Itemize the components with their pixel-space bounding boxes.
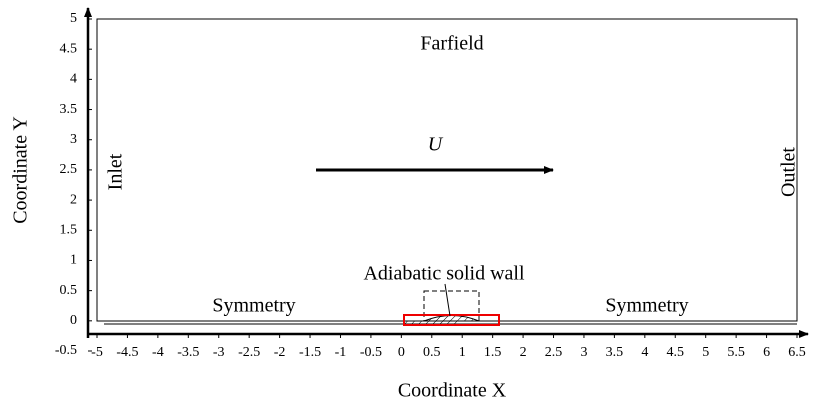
wall-pointer [444,283,451,317]
x-tick-label: -3 [213,345,225,360]
x-tick-label: 2.5 [545,345,563,360]
y-tick-label: 3.5 [60,102,78,117]
y-axis-label: Coordinate Y [10,116,32,224]
x-tick-label: -3.5 [177,345,199,360]
x-tick-label: -0.5 [360,345,382,360]
y-tick-label: 1 [70,253,77,268]
x-tick-label: -4.5 [116,345,138,360]
bump [423,315,480,322]
x-axis-label: Coordinate X [398,380,507,402]
x-tick-label: 2 [520,345,527,360]
x-tick-label: 4.5 [667,345,685,360]
x-tick-label: 6.5 [788,345,806,360]
x-tick-label: -5 [91,345,103,360]
x-tick-label: -2.5 [238,345,260,360]
x-tick-label: -4 [152,345,164,360]
x-tick-label: 0.5 [423,345,441,360]
symmetry-label: Symmetry [605,295,688,317]
x-tick-label: -1.5 [299,345,321,360]
x-tick-label: 1.5 [484,345,502,360]
y-tick-label: 4.5 [60,41,78,56]
farfield-label: Farfield [420,33,483,55]
wall-highlight [403,314,500,326]
wall-hatch [404,321,459,325]
x-tick-label: 5.5 [727,345,745,360]
wall-label: Adiabatic solid wall [363,263,525,285]
x-tick-label: 6 [763,345,770,360]
x-tick-label: 3.5 [606,345,624,360]
y-tick-label: 3 [70,132,77,147]
y-tick-label: 0 [70,313,77,328]
x-tick-label: 1 [459,345,466,360]
y-tick-label: 2 [70,192,77,207]
velocity-label: U [428,134,444,156]
x-tick-label: -1 [335,345,347,360]
x-tick-label: 0 [398,345,405,360]
outlet-label: Outlet [778,147,800,197]
y-tick-label: -0.5 [55,343,77,358]
y-tick-label: 4 [70,72,77,87]
x-tick-label: 3 [580,345,587,360]
x-tick-label: -2 [274,345,286,360]
y-tick-label: 2.5 [60,162,78,177]
y-tick-label: 0.5 [60,283,78,298]
symmetry-label: Symmetry [212,295,295,317]
x-tick-label: 4 [641,345,648,360]
x-tick-label: 5 [702,345,709,360]
inlet-label: Inlet [105,153,127,190]
y-tick-label: 5 [70,11,77,26]
y-tick-label: 1.5 [60,222,78,237]
